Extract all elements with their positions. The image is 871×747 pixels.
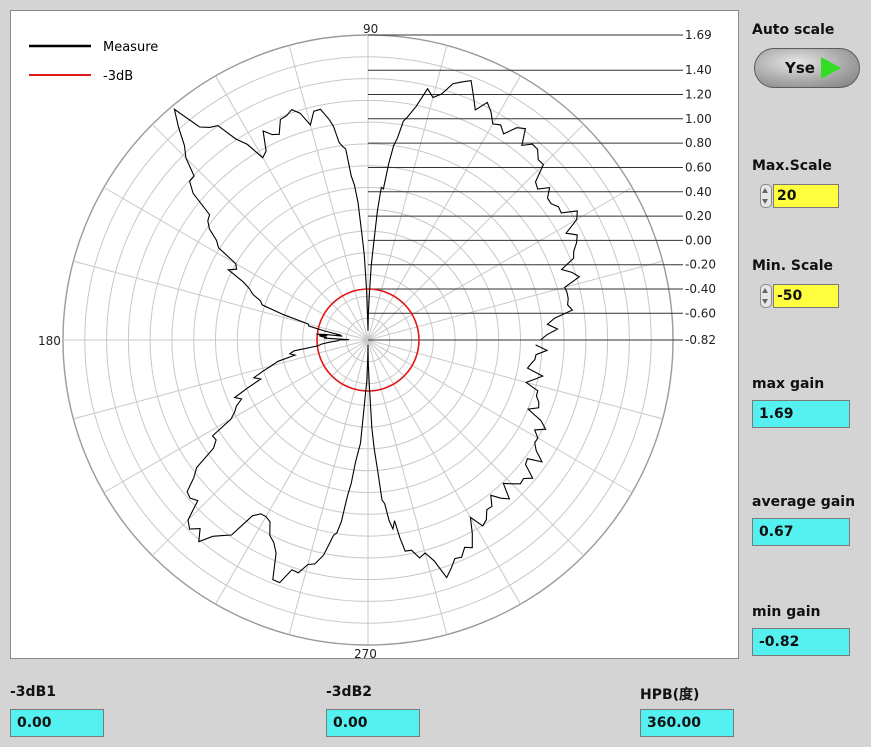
grid-spoke <box>288 339 369 635</box>
hpb-value: 360.00 <box>640 709 734 737</box>
angle-label-180: 180 <box>38 334 61 348</box>
grid-spoke <box>151 339 369 557</box>
grid-spoke <box>367 123 585 341</box>
max-gain-label: max gain <box>752 376 825 392</box>
radial-tick-label: 0.60 <box>685 161 712 175</box>
polar-chart: 1.69 1.40 1.20 1.00 0.80 0.60 0.40 0.20 0.00 -0.2… <box>29 22 716 658</box>
play-icon <box>821 57 841 79</box>
spinner-down-icon[interactable] <box>762 199 768 204</box>
radial-tick-label: -0.40 <box>685 282 716 296</box>
auto-scale-value: Yse <box>785 59 815 77</box>
radial-tick-label: 0.20 <box>685 209 712 223</box>
polar-plot-panel: 1.69 1.40 1.20 1.00 0.80 0.60 0.40 0.20 0.00 -0.2… <box>10 10 739 659</box>
radial-tick-label: -0.20 <box>685 258 716 272</box>
radial-ticks: 1.69 1.40 1.20 1.00 0.80 0.60 0.40 0.20 0.00 -0.2… <box>368 28 716 347</box>
series-layer <box>173 79 581 584</box>
legend-label-3db: -3dB <box>103 69 133 84</box>
min-gain-label: min gain <box>752 604 821 620</box>
db1-label: -3dB1 <box>10 684 56 700</box>
auto-scale-label: Auto scale <box>752 22 835 38</box>
radial-tick-label: 0.00 <box>685 233 712 247</box>
max-scale-input[interactable]: 20 <box>773 184 839 208</box>
grid-spoke <box>367 339 585 557</box>
series-3db-circle <box>316 288 420 392</box>
grid-spoke <box>367 187 633 341</box>
radial-tick-label: 1.40 <box>685 63 712 77</box>
grid-spoke <box>73 260 369 341</box>
min-gain-value: -0.82 <box>752 628 850 656</box>
min-scale-input[interactable]: -50 <box>773 284 839 308</box>
angle-label-270: 270 <box>354 647 377 658</box>
db2-label: -3dB2 <box>326 684 372 700</box>
grid-spoke <box>367 260 663 341</box>
grid-spoke <box>215 75 369 341</box>
hpb-label: HPB(度) <box>640 687 700 703</box>
spinner-up-icon[interactable] <box>762 188 768 193</box>
grid-spoke <box>215 339 369 605</box>
grid-spoke <box>367 339 521 605</box>
db1-value: 0.00 <box>10 709 104 737</box>
min-scale-spinner[interactable] <box>760 284 772 308</box>
radial-tick-label: -0.82 <box>685 333 716 347</box>
legend: Measure -3dB <box>29 40 158 84</box>
grid-spoke <box>367 75 521 341</box>
min-scale-label: Min. Scale <box>752 258 834 274</box>
radial-tick-label: 0.80 <box>685 136 712 150</box>
average-gain-value: 0.67 <box>752 518 850 546</box>
spinner-up-icon[interactable] <box>762 288 768 293</box>
grid-spoke <box>367 45 448 341</box>
max-scale-spinner[interactable] <box>760 184 772 208</box>
spinner-down-icon[interactable] <box>762 299 768 304</box>
average-gain-label: average gain <box>752 494 856 510</box>
max-scale-label: Max.Scale <box>752 158 832 174</box>
grid-spoke <box>367 339 663 420</box>
grid-spoke <box>103 339 369 493</box>
grid-spoke <box>367 339 633 493</box>
radial-tick-label: 1.00 <box>685 112 712 126</box>
auto-scale-button[interactable]: Yse <box>754 48 860 88</box>
radial-tick-label: 0.40 <box>685 185 712 199</box>
radial-tick-label: 1.20 <box>685 88 712 102</box>
radial-tick-label: 1.69 <box>685 28 712 42</box>
grid-spoke <box>73 339 369 420</box>
series-measure-line <box>173 79 581 584</box>
max-gain-value: 1.69 <box>752 400 850 428</box>
legend-label-measure: Measure <box>103 40 158 55</box>
angle-label-90: 90 <box>363 22 378 36</box>
grid-spoke <box>151 123 369 341</box>
radial-tick-label: -0.60 <box>685 306 716 320</box>
db2-value: 0.00 <box>326 709 420 737</box>
